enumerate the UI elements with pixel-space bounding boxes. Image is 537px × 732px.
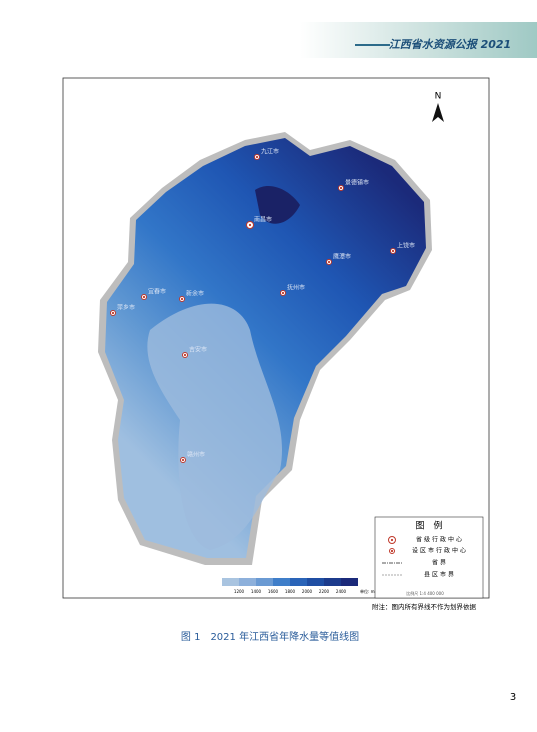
low-rain-zone [147, 303, 283, 550]
poyang-lake [255, 185, 300, 224]
city-label: 九江市 [261, 148, 279, 156]
city-label: 上饶市 [397, 242, 415, 250]
legend-ratio: 比例尺 1:4 400 000 [406, 590, 444, 596]
scale-swatch [307, 578, 324, 586]
legend-label: 设区市行政中心 [412, 547, 468, 555]
legend-symbol-dot [390, 538, 394, 542]
scale-tick-label: 1600 [268, 589, 279, 594]
city-dot [327, 260, 331, 264]
city-label: 新余市 [186, 290, 204, 298]
page-number: 3 [510, 692, 516, 703]
scale-swatch [273, 578, 290, 586]
city-dot [339, 186, 343, 190]
city-label: 赣州市 [187, 451, 205, 459]
city-label: 抚州市 [287, 284, 305, 292]
map-note: 附注：图内所有界线不作为划界依据 [372, 602, 477, 611]
scale-swatch [239, 578, 256, 586]
city-label: 鹰潭市 [333, 253, 351, 261]
city-dot [183, 353, 187, 357]
legend-symbol-dot [390, 549, 394, 553]
city-dot [255, 155, 259, 159]
scale-tick-label: 2200 [319, 589, 330, 594]
scale-swatch [222, 578, 239, 586]
scale-swatch [324, 578, 341, 586]
scale-tick-label: 2400 [336, 589, 347, 594]
city-dot [180, 297, 184, 301]
legend-title: 图 例 [415, 520, 442, 532]
city-label: 南昌市 [254, 216, 272, 224]
figure-caption: 图 1 2021 年江西省年降水量等值线图 [181, 630, 359, 643]
city-dot [111, 311, 115, 315]
city-dot [181, 458, 185, 462]
scale-tick-label: 1400 [251, 589, 262, 594]
header-title: 江西省水资源公报 2021 [389, 38, 511, 51]
scale-tick-label: 1200 [234, 589, 245, 594]
city-label: 景德镇市 [345, 179, 369, 187]
legend-box [374, 516, 484, 599]
city-dot [142, 295, 146, 299]
scale-swatch [290, 578, 307, 586]
scale-tick-label: 1800 [285, 589, 296, 594]
north-label: N [435, 92, 442, 102]
city-dot [281, 291, 285, 295]
city-dot [248, 223, 252, 227]
city-label: 宜春市 [148, 288, 166, 296]
city-label: 吉安市 [189, 346, 207, 354]
legend-label: 县区市界 [424, 571, 456, 579]
scale-swatch [341, 578, 358, 586]
city-dot [391, 249, 395, 253]
scale-unit: 单位: mm [360, 588, 379, 594]
header-band [300, 22, 537, 58]
legend-label: 省级行政中心 [416, 536, 464, 544]
scale-swatch [256, 578, 273, 586]
city-label: 萍乡市 [117, 304, 135, 312]
scale-tick-label: 2000 [302, 589, 313, 594]
legend-label: 省界 [432, 559, 448, 567]
north-arrow [432, 103, 444, 122]
